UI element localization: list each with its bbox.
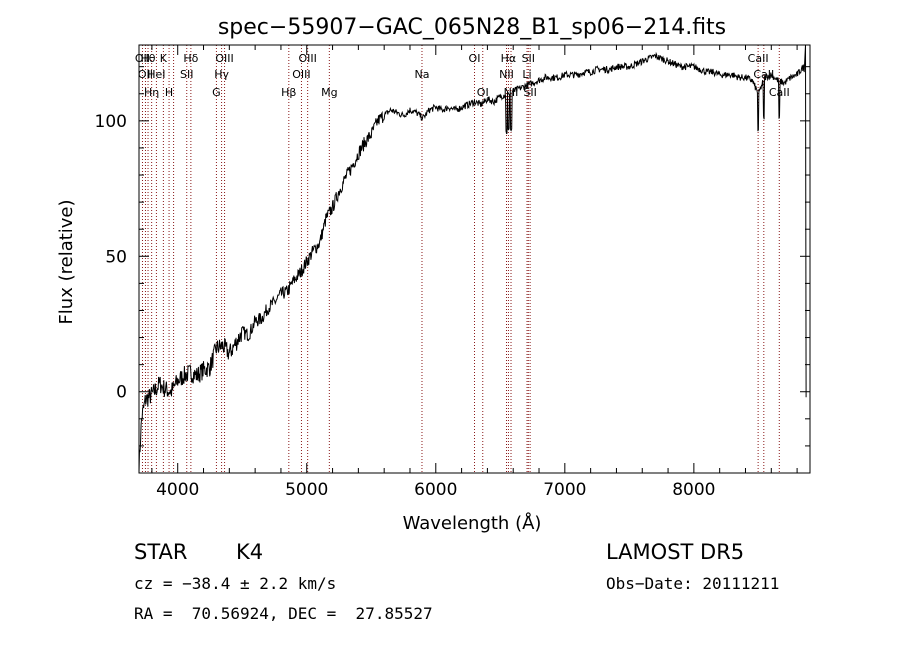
axes: 4000 5000 6000 7000 8000 0 50 100 [95, 45, 810, 500]
line-label: K [160, 52, 168, 65]
x-tick-label: 8000 [672, 480, 715, 500]
line-label: Hβ [281, 86, 296, 99]
x-tick-label: 7000 [543, 480, 586, 500]
y-tick-label: 50 [105, 247, 127, 267]
line-label: CaII [748, 52, 769, 65]
line-label: OI [469, 52, 481, 65]
line-label: HeI [147, 68, 165, 81]
y-tick-label: 100 [95, 112, 127, 132]
line-label: Hη [144, 86, 159, 99]
x-tick-label: 4000 [156, 480, 199, 500]
object-class: STAR [134, 540, 188, 564]
line-label: G [212, 86, 221, 99]
y-tick-label: 0 [116, 383, 127, 403]
line-label: Hα [501, 52, 517, 65]
line-label: Li [522, 68, 531, 81]
line-label: NII [499, 68, 514, 81]
spectral-line-markers [141, 45, 780, 473]
x-tick-label: 5000 [285, 480, 328, 500]
object-subclass: K4 [236, 540, 264, 564]
line-label: CaII [769, 86, 790, 99]
line-label: OII [138, 68, 153, 81]
survey-name: LAMOST DR5 [606, 540, 745, 564]
spectral-line-labels: OIIOIIHθHηHeIKHSIIHδGHγOIIIHβOIIIOIIIMgN… [135, 52, 790, 99]
line-label: CaII [753, 68, 774, 81]
redshift-velocity: cz = −38.4 ± 2.2 km/s [134, 574, 337, 593]
line-label: OIII [298, 52, 316, 65]
line-label: OIII [292, 68, 310, 81]
line-label: Hδ [183, 52, 198, 65]
chart-title: spec−55907−GAC_065N28_B1_sp06−214.fits [218, 15, 726, 40]
line-label: Hθ [141, 52, 156, 65]
line-label: SII [523, 86, 536, 99]
x-tick-label: 6000 [414, 480, 457, 500]
line-label: SII [522, 52, 535, 65]
line-label: H [165, 86, 173, 99]
spectrum-line [138, 44, 807, 474]
line-label: Na [414, 68, 429, 81]
coordinates: RA = 70.56924, DEC = 27.85527 [134, 604, 433, 623]
line-label: OIII [215, 52, 233, 65]
line-label: OI [477, 86, 489, 99]
observation-date: Obs−Date: 20111211 [606, 574, 780, 593]
y-axis-label: Flux (relative) [56, 199, 77, 324]
line-label: Hγ [214, 68, 229, 81]
line-label: SII [180, 68, 193, 81]
x-axis-label: Wavelength (Å) [403, 512, 542, 534]
plot-frame [138, 44, 811, 474]
line-label: Mg [321, 86, 337, 99]
